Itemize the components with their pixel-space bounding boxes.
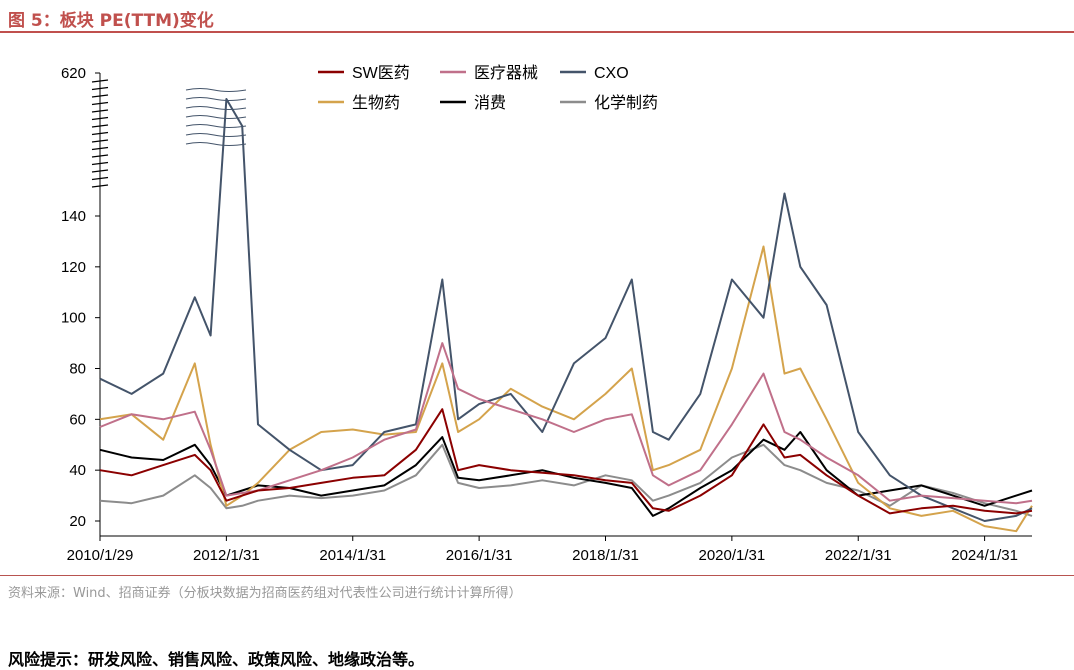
axis-break-mark (91, 86, 109, 91)
axis-break-mark (91, 154, 109, 158)
axis-break-mark (91, 101, 109, 106)
y-tick-label: 20 (69, 513, 86, 530)
axis-break-mark (91, 184, 109, 188)
risk-warning: 风险提示：研发风险、销售风险、政策风险、地缘政治等。 (8, 650, 425, 669)
legend-label: 生物药 (352, 94, 400, 112)
source-divider (0, 575, 1074, 576)
legend-label: CXO (594, 65, 629, 82)
series-line (99, 408, 1033, 515)
title-divider (0, 31, 1074, 33)
x-tick-label: 2010/1/29 (67, 547, 134, 564)
legend-label: 消费 (474, 94, 506, 112)
legend-label: 化学制药 (594, 94, 658, 112)
y-tick-label: 60 (69, 411, 86, 428)
x-tick-label: 2024/1/31 (951, 547, 1018, 564)
series-break-mark (185, 133, 247, 137)
y-tick-label: 100 (61, 310, 86, 327)
series-break-mark (185, 106, 247, 110)
legend-label: SW医药 (352, 64, 410, 82)
y-tick-label: 120 (61, 259, 86, 276)
series-line (99, 342, 1033, 505)
x-tick-label: 2016/1/31 (446, 547, 513, 564)
axis-break-mark (91, 116, 109, 121)
x-tick-label: 2014/1/31 (319, 547, 386, 564)
legend-label: 医疗器械 (474, 64, 538, 82)
pe-line-chart: 20 40 60 80 100 120 140 620 2010/1/29 2012/1/31 20… (0, 40, 1074, 580)
series-line (99, 245, 1033, 533)
axis-break-mark (91, 131, 109, 136)
axis-break-mark (91, 109, 109, 113)
series-break-mark (185, 97, 247, 101)
y-tick-label: 40 (69, 462, 86, 479)
source-note: 资料来源：Wind、招商证券（分板块数据为招商医药组对代表性公司进行统计计算所得… (8, 586, 522, 601)
chart-svg: 20 40 60 80 100 120 140 620 2010/1/29 2012/1/31 20… (61, 64, 1033, 564)
axis-break-mark (91, 176, 109, 181)
series-line (99, 443, 1033, 517)
x-tick-label: 2020/1/31 (698, 547, 765, 564)
axis-break-mark (91, 161, 109, 166)
figure-title: 图 5：板块 PE(TTM)变化 (8, 11, 214, 31)
axis-break-mark (91, 94, 109, 98)
y-tick-label: 80 (69, 361, 86, 378)
y-tick-label: 140 (61, 208, 86, 225)
series-break-mark (185, 115, 247, 119)
series-line (99, 98, 1033, 522)
axis-break-mark (91, 146, 109, 151)
x-tick-label: 2022/1/31 (825, 547, 892, 564)
series-break-mark (185, 124, 247, 128)
y-break-top-label: 620 (61, 65, 86, 82)
axis-break-mark (91, 79, 109, 83)
axis-break-mark (91, 169, 109, 173)
axis-break-mark (91, 139, 109, 143)
series-break-mark (185, 142, 247, 146)
x-tick-label: 2018/1/31 (572, 547, 639, 564)
series-break-mark (185, 88, 247, 92)
x-tick-label: 2012/1/31 (193, 547, 260, 564)
axis-break-mark (91, 124, 109, 128)
